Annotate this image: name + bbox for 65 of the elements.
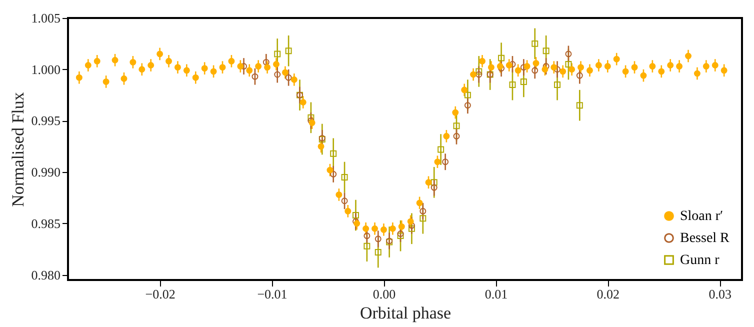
point: [498, 54, 505, 62]
point: [565, 60, 572, 68]
point: [252, 73, 258, 80]
point: [408, 222, 415, 229]
y-tick-label: 0.990: [31, 164, 60, 180]
x-tick-label: 0.00: [372, 286, 396, 302]
point: [520, 78, 527, 85]
point: [476, 68, 482, 75]
point: [374, 236, 382, 242]
point: [509, 82, 516, 88]
point: [274, 50, 281, 58]
point: [330, 170, 337, 178]
y-tick-label: 1.005: [31, 10, 60, 26]
point: [262, 58, 270, 66]
legend-label: Sloan r′: [680, 209, 724, 224]
y-axis-title: Normalised Flux: [8, 92, 28, 207]
point: [554, 66, 561, 73]
point: [442, 158, 449, 166]
point: [308, 114, 314, 121]
x-tick-label: 0.01: [484, 286, 508, 302]
point: [565, 50, 572, 58]
point: [464, 92, 471, 98]
point: [532, 40, 538, 47]
point: [374, 249, 382, 256]
point: [476, 71, 482, 78]
x-tick-label: 0.02: [596, 286, 620, 302]
point: [397, 232, 404, 240]
point: [430, 179, 438, 186]
point: [438, 146, 444, 153]
point: [308, 118, 314, 124]
point: [341, 198, 348, 204]
point: [576, 72, 583, 79]
point: [542, 63, 550, 70]
x-axis-title: Orbital phase: [360, 304, 452, 322]
y-tick-label: 0.985: [31, 216, 60, 231]
point: [341, 174, 348, 180]
point: [420, 215, 426, 222]
point: [285, 74, 292, 81]
point: [576, 102, 583, 109]
y-tick-label: 0.980: [31, 267, 60, 282]
point: [420, 208, 426, 214]
point: [453, 132, 460, 140]
point: [352, 212, 359, 219]
y-tick-label: 1.000: [31, 62, 60, 77]
point: [430, 184, 438, 191]
x-tick-label: 0.03: [708, 286, 732, 302]
point: [532, 67, 538, 74]
point: [408, 225, 415, 232]
x-tick-label: −0.01: [257, 286, 288, 302]
legend-label: Bessel R: [680, 231, 730, 246]
point: [274, 71, 281, 78]
point: [364, 232, 370, 240]
point: [520, 64, 527, 71]
point: [364, 242, 370, 250]
point: [397, 230, 404, 237]
point: [464, 102, 471, 109]
point: [509, 61, 516, 68]
y-tick-label: 0.995: [31, 113, 60, 128]
legend-label: Gunn r: [680, 253, 720, 268]
point: [554, 82, 561, 88]
x-tick-label: −0.02: [145, 286, 176, 302]
point: [453, 122, 460, 130]
point: [330, 150, 337, 157]
point: [542, 48, 550, 54]
point: [285, 48, 292, 54]
